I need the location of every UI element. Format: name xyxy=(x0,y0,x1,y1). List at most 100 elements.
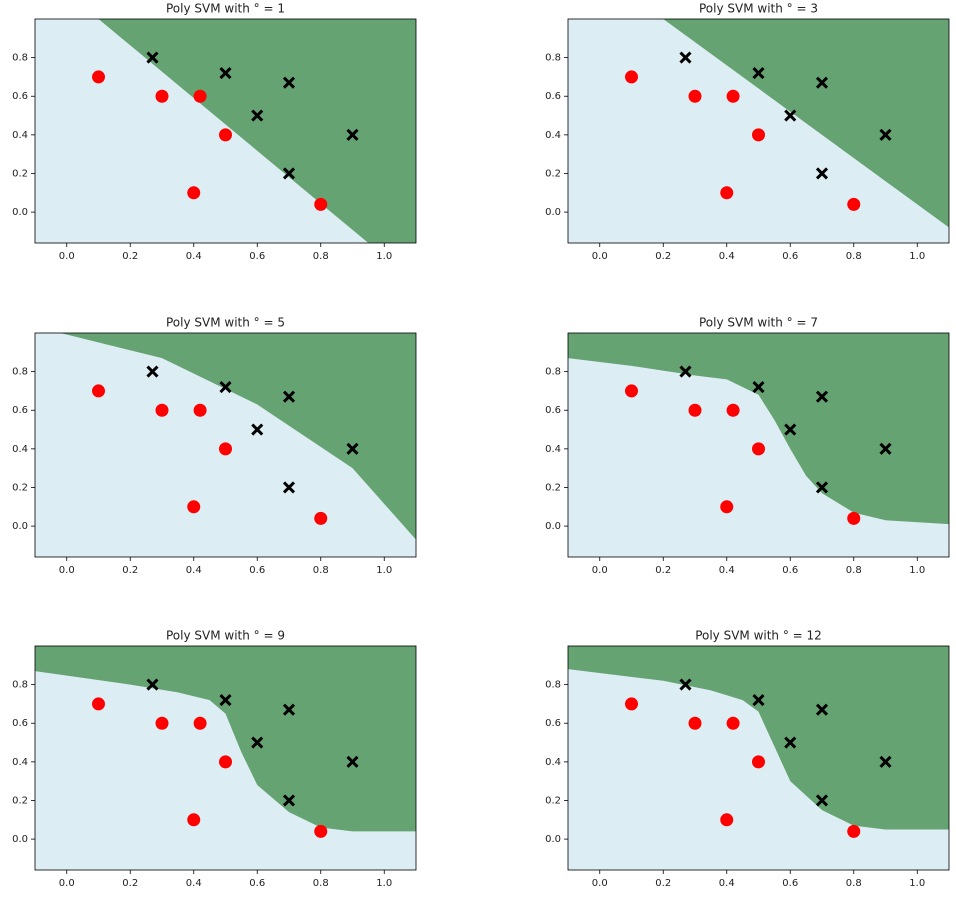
point xyxy=(815,390,829,403)
point xyxy=(815,76,829,89)
axes-frame xyxy=(567,332,950,558)
point xyxy=(193,89,207,103)
x-tick-label: 0.6 xyxy=(782,565,798,576)
y-tick-label: 0.0 xyxy=(12,834,28,845)
point xyxy=(879,128,892,141)
point xyxy=(193,716,207,730)
x-tick-label: 1.0 xyxy=(376,878,392,889)
region-upper xyxy=(568,19,949,243)
x-tick-label: 0.6 xyxy=(782,878,798,889)
subplot: 0.0 0.2 0.4 0.6 0.8 1.0 0.0 0.2 0.4 0.6 0.8 Poly SV… xyxy=(12,316,417,576)
subplot: 0.0 0.2 0.4 0.6 0.8 1.0 0.0 0.2 0.4 0.6 0.8 Poly SV… xyxy=(545,2,950,262)
point xyxy=(815,167,829,180)
y-tick-label: 0.4 xyxy=(545,130,561,141)
axes-frame xyxy=(567,645,950,871)
point xyxy=(314,197,328,211)
point xyxy=(847,824,861,838)
subplot: 0.0 0.2 0.4 0.6 0.8 1.0 0.0 0.2 0.4 0.6 0.8 Poly SV… xyxy=(545,629,950,889)
point xyxy=(688,89,702,103)
y-tick-label: 0.0 xyxy=(545,834,561,845)
y-tick-label: 0.2 xyxy=(12,795,28,806)
x-tick-label: 0.2 xyxy=(122,878,138,889)
point xyxy=(879,755,892,768)
x-tick-label: 0.0 xyxy=(59,251,75,262)
point xyxy=(251,736,264,749)
y-tick-label: 0.0 xyxy=(545,521,561,532)
subplot-title: Poly SVM with ° = 3 xyxy=(699,2,818,16)
point xyxy=(219,128,232,142)
point xyxy=(625,697,638,711)
x-tick-label: 0.4 xyxy=(719,878,735,889)
point xyxy=(146,365,159,378)
x-tick-label: 0.2 xyxy=(655,878,671,889)
point xyxy=(726,89,740,103)
y-tick-label: 0.8 xyxy=(545,680,561,691)
point xyxy=(282,76,296,89)
point xyxy=(784,736,797,749)
region-upper xyxy=(568,333,949,557)
x-tick-label: 0.0 xyxy=(592,251,608,262)
point xyxy=(679,678,692,691)
x-tick-label: 0.4 xyxy=(186,878,202,889)
y-tick-label: 0.6 xyxy=(545,718,561,729)
x-tick-label: 0.8 xyxy=(846,251,862,262)
point xyxy=(720,813,734,827)
point xyxy=(282,390,296,403)
x-tick-label: 0.6 xyxy=(249,878,265,889)
y-tick-label: 0.6 xyxy=(545,405,561,416)
axes-frame xyxy=(34,18,417,244)
point xyxy=(155,403,169,417)
x-tick-label: 0.0 xyxy=(59,565,75,576)
subplot-title: Poly SVM with ° = 9 xyxy=(166,629,285,643)
y-tick-label: 0.2 xyxy=(545,168,561,179)
point xyxy=(847,511,861,525)
point xyxy=(752,128,765,142)
region-upper xyxy=(35,646,416,870)
point xyxy=(282,167,296,180)
subplot-title: Poly SVM with ° = 12 xyxy=(695,629,822,643)
point xyxy=(282,794,296,807)
point xyxy=(219,442,232,456)
point xyxy=(752,755,765,769)
point xyxy=(879,442,892,455)
point xyxy=(784,109,797,122)
x-tick-label: 0.0 xyxy=(592,565,608,576)
region-upper xyxy=(35,19,416,243)
x-tick-label: 0.8 xyxy=(313,251,329,262)
x-tick-label: 1.0 xyxy=(376,565,392,576)
point xyxy=(314,511,328,525)
x-tick-label: 0.8 xyxy=(846,565,862,576)
point xyxy=(752,442,765,456)
point xyxy=(155,89,169,103)
y-tick-label: 0.4 xyxy=(12,444,28,455)
point xyxy=(251,423,264,436)
point xyxy=(625,70,638,84)
x-tick-label: 0.2 xyxy=(122,565,138,576)
y-tick-label: 0.6 xyxy=(12,405,28,416)
x-tick-label: 0.4 xyxy=(719,251,735,262)
point xyxy=(92,697,105,711)
point xyxy=(282,703,296,716)
point xyxy=(726,403,740,417)
axes-frame xyxy=(34,645,417,871)
point xyxy=(155,716,169,730)
point xyxy=(146,51,159,64)
x-tick-label: 1.0 xyxy=(909,251,925,262)
point xyxy=(92,70,105,84)
point xyxy=(815,703,829,716)
x-tick-label: 0.6 xyxy=(249,565,265,576)
y-tick-label: 0.8 xyxy=(12,53,28,64)
y-tick-label: 0.0 xyxy=(12,207,28,218)
subplot: 0.0 0.2 0.4 0.6 0.8 1.0 0.0 0.2 0.4 0.6 0.8 Poly SV… xyxy=(12,2,417,262)
subplot-title: Poly SVM with ° = 1 xyxy=(166,2,285,16)
point xyxy=(92,384,105,398)
y-tick-label: 0.6 xyxy=(12,718,28,729)
y-tick-label: 0.8 xyxy=(12,367,28,378)
point xyxy=(815,481,829,494)
x-tick-label: 1.0 xyxy=(909,878,925,889)
point xyxy=(679,51,692,64)
region-upper xyxy=(568,646,949,870)
point xyxy=(688,403,702,417)
x-tick-label: 0.0 xyxy=(59,878,75,889)
